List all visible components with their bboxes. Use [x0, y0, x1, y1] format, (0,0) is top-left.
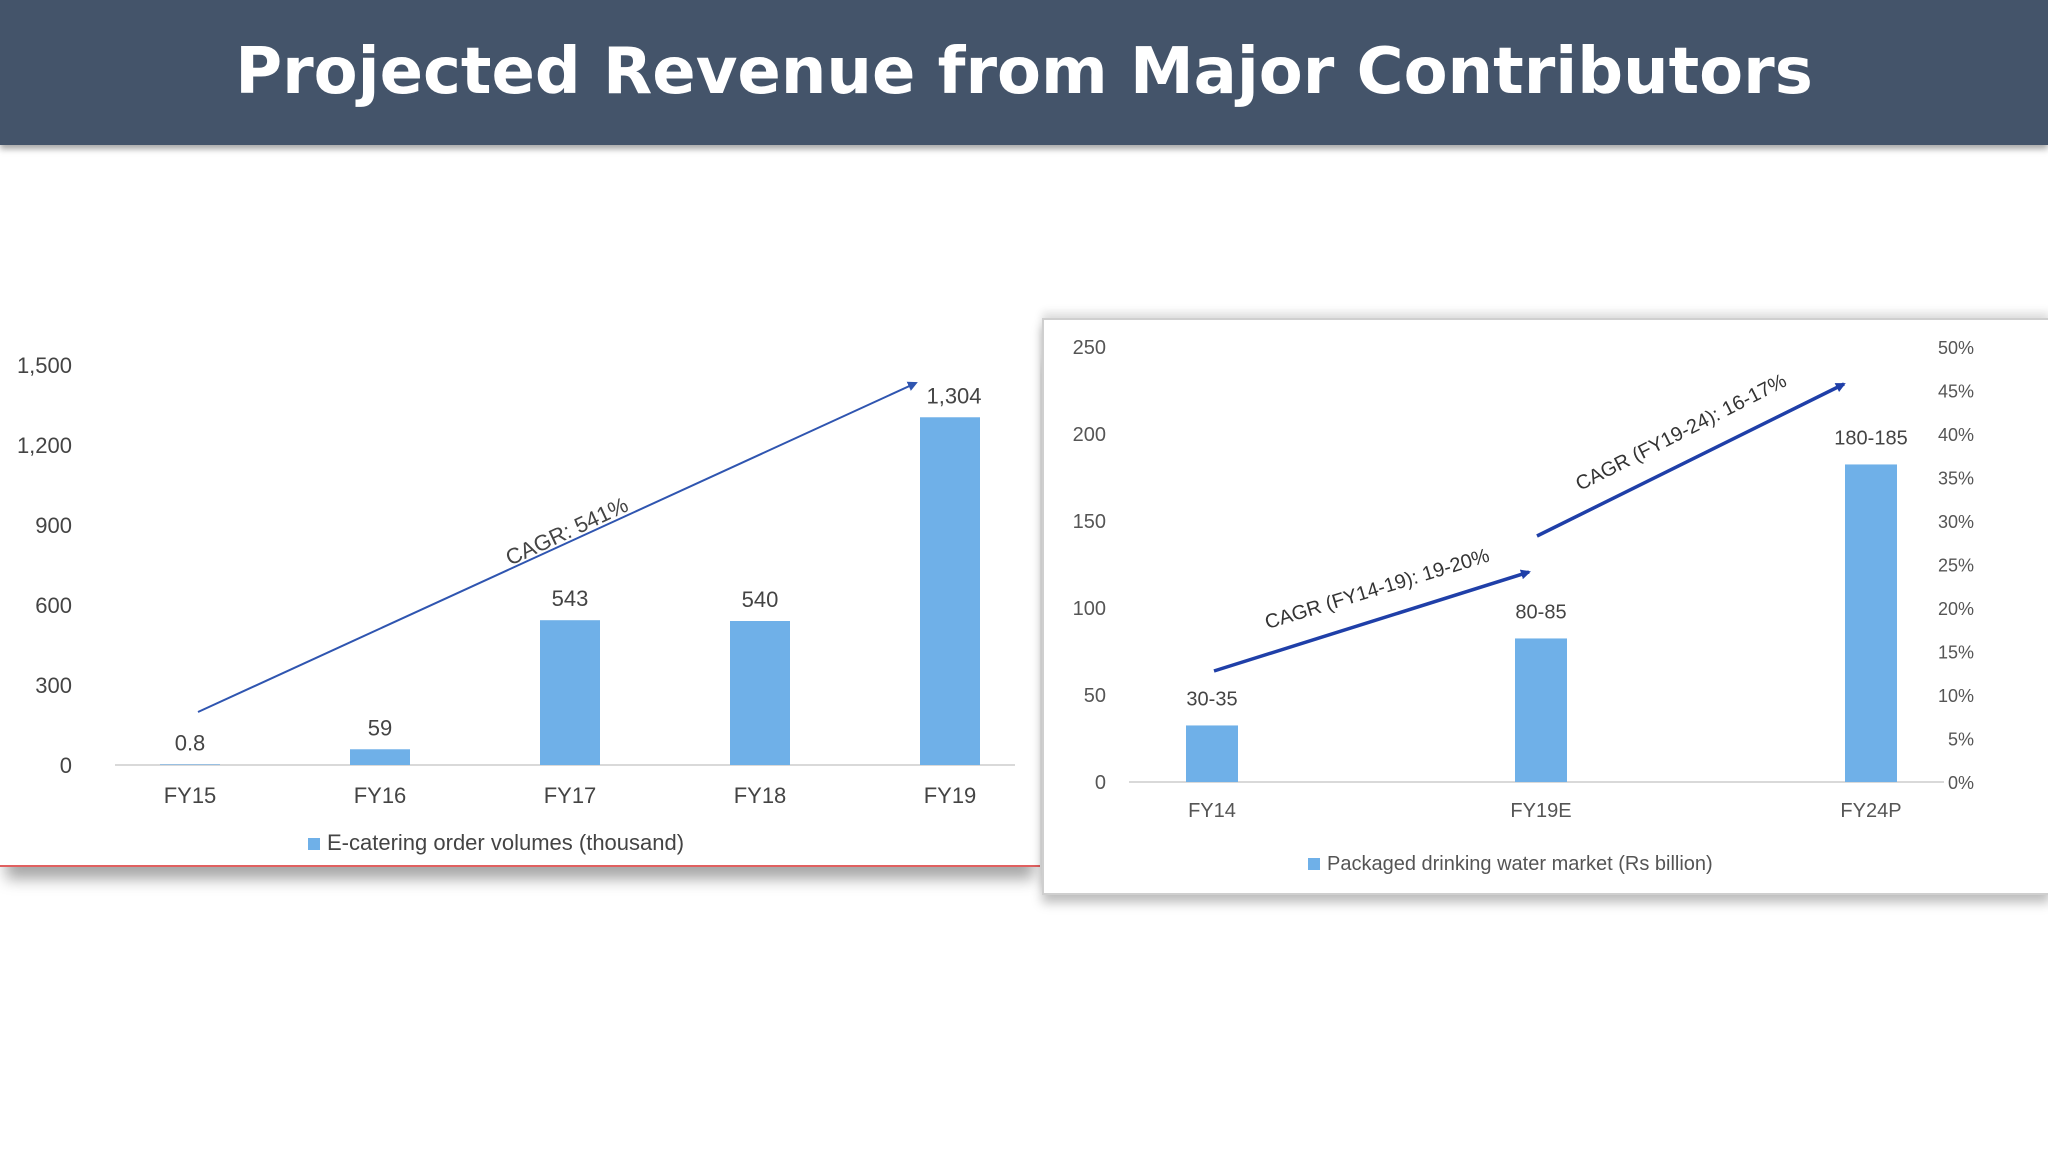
x-tick-label: FY24P	[1840, 800, 1901, 822]
legend-label: Packaged drinking water market (Rs billi…	[1327, 853, 1713, 875]
y-tick-label: 1,500	[17, 353, 72, 378]
x-tick-label: FY16	[354, 783, 407, 808]
ecatering-chart: 0 300 600 900 1,200 1,500 0.8 FY15 59 FY16 543 FY17…	[17, 353, 1015, 855]
y2-tick-label: 45%	[1938, 382, 1974, 402]
y2-tick-label: 25%	[1938, 556, 1974, 576]
y-tick-label: 0	[1095, 772, 1106, 794]
data-label: 30-35	[1186, 688, 1237, 710]
y2-tick-label: 5%	[1948, 730, 1974, 750]
y-tick-label: 300	[35, 673, 72, 698]
bar	[730, 621, 790, 765]
water-market-chart-panel: 0 50 100 150 200 250 0% 5% 10% 15% 20% 25% 30% 35% 40%…	[1042, 318, 2048, 895]
x-tick-label: FY19	[924, 783, 977, 808]
y2-tick-label: 35%	[1938, 469, 1974, 489]
bar	[1186, 725, 1238, 782]
data-label: 540	[742, 587, 779, 612]
water-market-chart: 0 50 100 150 200 250 0% 5% 10% 15% 20% 25% 30% 35% 40%…	[1073, 337, 1974, 875]
y-tick-label: 250	[1073, 337, 1106, 359]
data-label: 180-185	[1834, 427, 1907, 449]
y-tick-label: 900	[35, 513, 72, 538]
y-tick-label: 1,200	[17, 433, 72, 458]
data-label: 80-85	[1515, 601, 1566, 623]
bar	[350, 749, 410, 765]
data-label: 1,304	[926, 383, 981, 408]
legend-swatch	[1308, 858, 1320, 870]
ecatering-chart-panel: 0 300 600 900 1,200 1,500 0.8 FY15 59 FY16 543 FY17…	[0, 340, 1040, 867]
y-tick-label: 600	[35, 593, 72, 618]
title-bar: Projected Revenue from Major Contributor…	[0, 0, 2048, 145]
x-tick-label: FY19E	[1510, 800, 1571, 822]
y2-tick-label: 50%	[1938, 338, 1974, 358]
legend-label: E-catering order volumes (thousand)	[327, 830, 684, 855]
cagr-annotation: CAGR (FY19-24): 16-17%	[1572, 370, 1790, 496]
data-label: 543	[552, 586, 589, 611]
cagr-annotation: CAGR: 541%	[502, 492, 632, 570]
y-tick-label: 150	[1073, 511, 1106, 533]
slide-title: Projected Revenue from Major Contributor…	[235, 35, 1813, 109]
x-tick-label: FY14	[1188, 800, 1236, 822]
x-tick-label: FY18	[734, 783, 787, 808]
y-tick-label: 0	[60, 753, 72, 778]
data-label: 59	[368, 715, 392, 740]
data-label: 0.8	[175, 730, 206, 755]
bar	[920, 417, 980, 765]
y2-tick-label: 40%	[1938, 425, 1974, 445]
bar	[1845, 464, 1897, 782]
x-tick-label: FY15	[164, 783, 217, 808]
cagr-arrow	[197, 381, 918, 713]
y-tick-label: 50	[1084, 685, 1106, 707]
y-tick-label: 100	[1073, 598, 1106, 620]
cagr-arrow	[1536, 382, 1846, 538]
y2-tick-label: 15%	[1938, 643, 1974, 663]
legend-swatch	[308, 838, 320, 850]
y2-tick-label: 20%	[1938, 599, 1974, 619]
bar	[160, 764, 220, 765]
bar	[540, 620, 600, 765]
y2-tick-label: 10%	[1938, 686, 1974, 706]
y2-tick-label: 0%	[1948, 773, 1974, 793]
bar	[1515, 638, 1567, 782]
x-tick-label: FY17	[544, 783, 597, 808]
cagr-arrow	[1213, 569, 1531, 673]
y-tick-label: 200	[1073, 424, 1106, 446]
y2-tick-label: 30%	[1938, 512, 1974, 532]
